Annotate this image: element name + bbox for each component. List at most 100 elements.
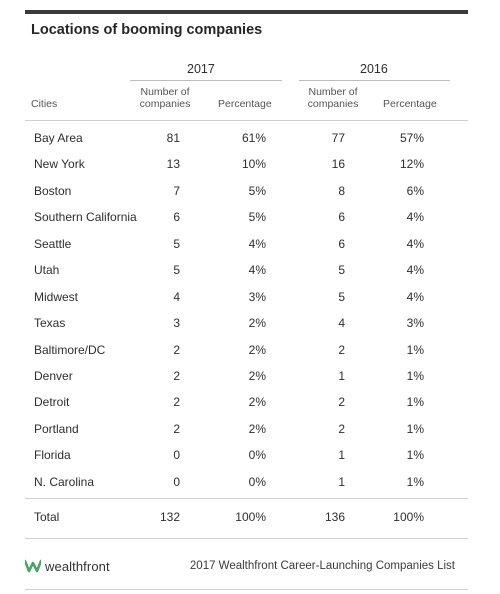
city-cell: Seattle (34, 236, 72, 251)
percentage-2017-cell: 10% (241, 157, 266, 172)
city-cell: Denver (34, 368, 73, 383)
wealthfront-wordmark: wealthfront (45, 558, 110, 574)
table-row: Texas 3 2% 4 3% (0, 310, 500, 336)
table-row: Utah 5 4% 5 4% (0, 257, 500, 283)
city-cell: Baltimore/DC (34, 342, 106, 357)
wealthfront-logo: wealthfront (25, 557, 110, 575)
total-label: Total (34, 510, 60, 524)
city-cell: Midwest (34, 289, 79, 304)
percentage-2016-cell: 1% (406, 448, 424, 463)
bottom-rule (25, 589, 468, 590)
number-2016-cell: 16 (331, 157, 345, 172)
header-divider (25, 120, 468, 121)
percentage-2016-cell: 4% (406, 263, 424, 278)
percentage-2016-cell: 57% (399, 131, 424, 145)
number-2016-cell: 6 (338, 210, 345, 225)
number-2017-cell: 0 (173, 474, 180, 489)
number-2016-cell: 5 (338, 263, 345, 278)
number-2016-cell: 8 (338, 183, 345, 198)
number-2017-cell: 6 (173, 210, 180, 225)
percentage-2016-cell: 4% (406, 210, 424, 225)
city-cell: Florida (34, 448, 71, 463)
city-cell: Boston (34, 183, 72, 198)
source-note: 2017 Wealthfront Career-Launching Compan… (189, 560, 455, 572)
percentage-2016-cell: 4% (406, 236, 424, 251)
city-cell: Portland (34, 421, 79, 436)
number-2017-cell: 2 (173, 395, 180, 410)
year-2016-header: 2016 (360, 62, 388, 76)
column-header-number-line1: Number of (308, 86, 358, 98)
city-cell: New York (34, 157, 85, 172)
table-body: Bay Area 81 61% 77 57% New York 13 10% 16 12% Bost… (0, 125, 500, 495)
table-row: Denver 2 2% 1 1% (0, 363, 500, 389)
city-cell: Detroit (34, 395, 70, 410)
percentage-2017-cell: 2% (248, 421, 266, 436)
column-header-cities: Cities (31, 98, 58, 110)
number-2017-cell: 2 (173, 342, 180, 357)
wealthfront-logo-icon (25, 559, 41, 573)
percentage-2017-cell: 2% (248, 395, 266, 410)
column-header-percentage-2017: Percentage (218, 98, 272, 110)
number-2016-cell: 4 (338, 316, 345, 331)
percentage-2017-cell: 4% (248, 263, 266, 278)
number-2017-cell: 13 (166, 157, 180, 172)
column-header-number-2017: Number of companies (130, 86, 200, 110)
total-percentage-2017: 100% (235, 510, 266, 524)
year-2017-header: 2017 (187, 62, 215, 76)
percentage-2016-cell: 4% (406, 289, 424, 304)
percentage-2017-cell: 5% (248, 210, 266, 225)
city-cell: Southern California (34, 210, 137, 225)
number-2017-cell: 5 (173, 263, 180, 278)
city-cell: N. Carolina (34, 474, 95, 489)
percentage-2016-cell: 1% (406, 342, 424, 357)
table-row: Portland 2 2% 2 1% (0, 416, 500, 442)
table-row: Boston 7 5% 8 6% (0, 178, 500, 204)
number-2016-cell: 5 (338, 289, 345, 304)
percentage-2016-cell: 1% (406, 395, 424, 410)
city-cell: Bay Area (34, 131, 83, 145)
top-rule (25, 10, 468, 14)
number-2016-cell: 2 (338, 421, 345, 436)
percentage-2017-cell: 2% (248, 368, 266, 383)
percentage-2016-cell: 1% (406, 421, 424, 436)
table-row: N. Carolina 0 0% 1 1% (0, 469, 500, 495)
column-header-number-line1: Number of (140, 86, 190, 98)
number-2016-cell: 77 (331, 131, 345, 145)
table-row: Florida 0 0% 1 1% (0, 442, 500, 468)
table-row: Seattle 5 4% 6 4% (0, 231, 500, 257)
table-row: New York 13 10% 16 12% (0, 151, 500, 177)
percentage-2016-cell: 6% (406, 183, 424, 198)
year-2016-underline (299, 80, 450, 81)
total-row: Total 132 100% 136 100% (0, 505, 500, 529)
city-cell: Utah (34, 263, 60, 278)
percentage-2017-cell: 61% (241, 131, 266, 145)
number-2016-cell: 1 (338, 474, 345, 489)
number-2017-cell: 2 (173, 421, 180, 436)
total-percentage-2016: 100% (393, 510, 424, 524)
table-row: Detroit 2 2% 2 1% (0, 389, 500, 415)
column-header-number-line2: companies (307, 98, 359, 110)
year-2017-underline (130, 80, 282, 81)
percentage-2016-cell: 3% (406, 316, 424, 331)
column-header-number-2016: Number of companies (298, 86, 368, 110)
column-header-percentage-2016: Percentage (383, 98, 437, 110)
number-2016-cell: 6 (338, 236, 345, 251)
percentage-2017-cell: 4% (248, 236, 266, 251)
number-2017-cell: 7 (173, 183, 180, 198)
table-title: Locations of booming companies (31, 22, 263, 38)
column-header-number-line2: companies (139, 98, 191, 110)
total-number-2016: 136 (324, 510, 345, 524)
number-2017-cell: 4 (173, 289, 180, 304)
number-2016-cell: 2 (338, 395, 345, 410)
percentage-2016-cell: 12% (399, 157, 424, 172)
footer-divider (25, 538, 468, 539)
percentage-2017-cell: 0% (248, 448, 266, 463)
number-2016-cell: 1 (338, 448, 345, 463)
table-row: Southern California 6 5% 6 4% (0, 204, 500, 230)
total-divider (25, 498, 468, 499)
number-2017-cell: 5 (173, 236, 180, 251)
percentage-2016-cell: 1% (406, 368, 424, 383)
city-cell: Texas (34, 316, 66, 331)
percentage-2017-cell: 0% (248, 474, 266, 489)
percentage-2017-cell: 5% (248, 183, 266, 198)
